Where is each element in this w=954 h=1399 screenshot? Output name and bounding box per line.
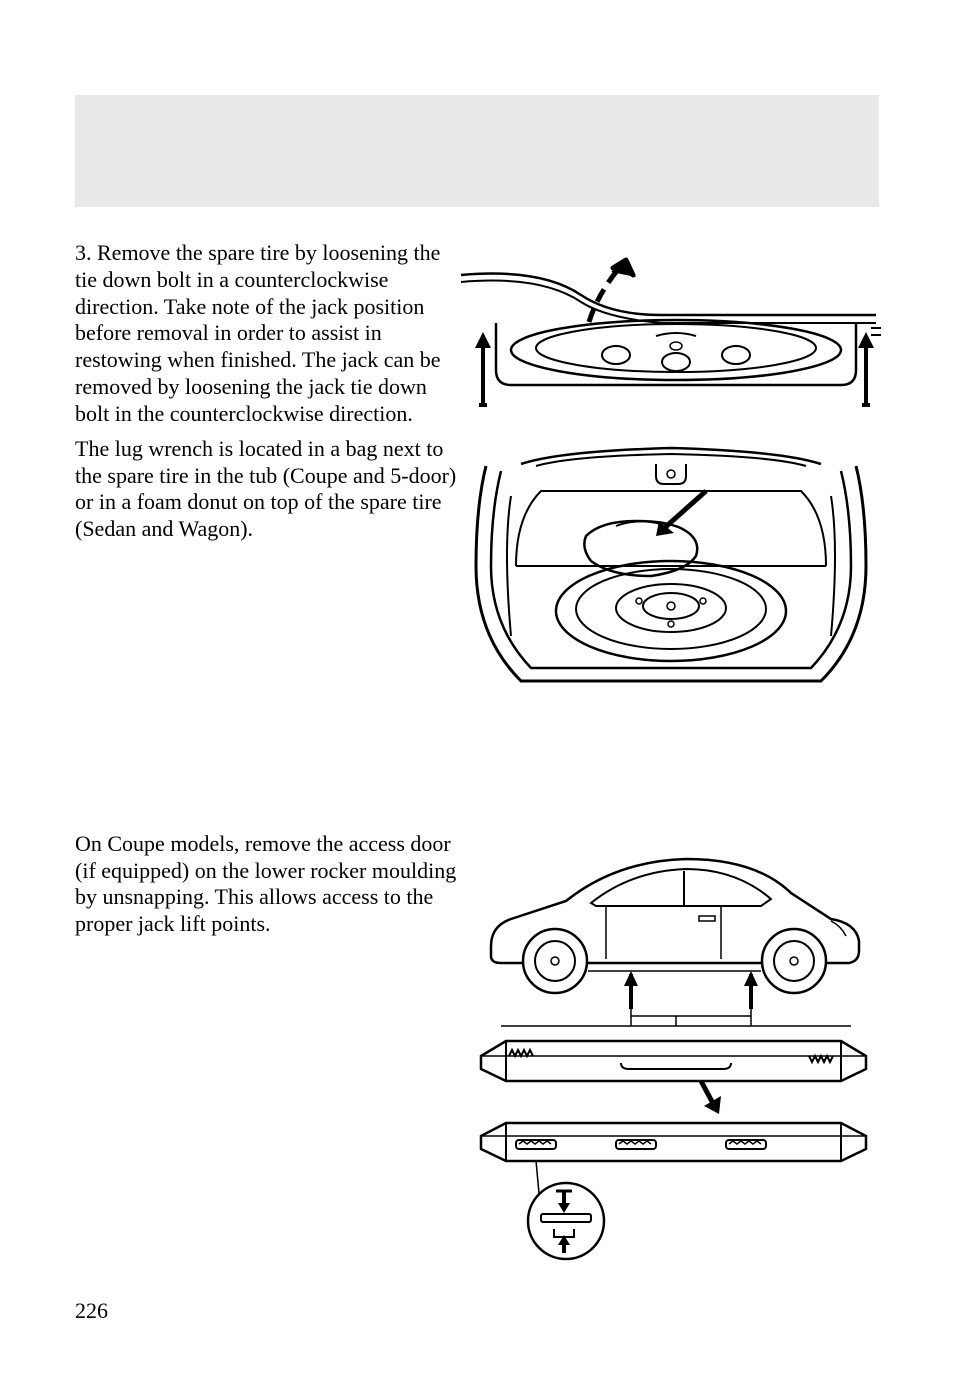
text-column: On Coupe models, remove the access door … bbox=[75, 831, 461, 1261]
header-placeholder bbox=[75, 95, 879, 207]
lug-wrench-text: The lug wrench is located in a bag next … bbox=[75, 436, 461, 543]
image-column bbox=[461, 831, 881, 1261]
jack-points-diagram bbox=[461, 831, 881, 1261]
spare-tire-text: 3. Remove the spare tire by loosening th… bbox=[75, 240, 461, 428]
image-column bbox=[461, 240, 881, 428]
car-silhouette bbox=[491, 859, 859, 993]
detail-view bbox=[541, 1191, 591, 1253]
page-number: 226 bbox=[75, 1298, 108, 1324]
image-column bbox=[461, 436, 881, 691]
rocker-removed bbox=[481, 1123, 866, 1161]
text-column: 3. Remove the spare tire by loosening th… bbox=[75, 240, 461, 428]
coupe-access-text: On Coupe models, remove the access door … bbox=[75, 831, 461, 938]
rocker-panel bbox=[481, 1041, 866, 1081]
page-content: 3. Remove the spare tire by loosening th… bbox=[75, 240, 879, 1281]
spare-tire-diagram bbox=[461, 240, 881, 415]
section-coupe-access: On Coupe models, remove the access door … bbox=[75, 831, 879, 1261]
section-spare-tire: 3. Remove the spare tire by loosening th… bbox=[75, 240, 879, 428]
trunk-interior-diagram bbox=[461, 436, 881, 691]
text-column: The lug wrench is located in a bag next … bbox=[75, 436, 461, 691]
section-lug-wrench: The lug wrench is located in a bag next … bbox=[75, 436, 879, 691]
